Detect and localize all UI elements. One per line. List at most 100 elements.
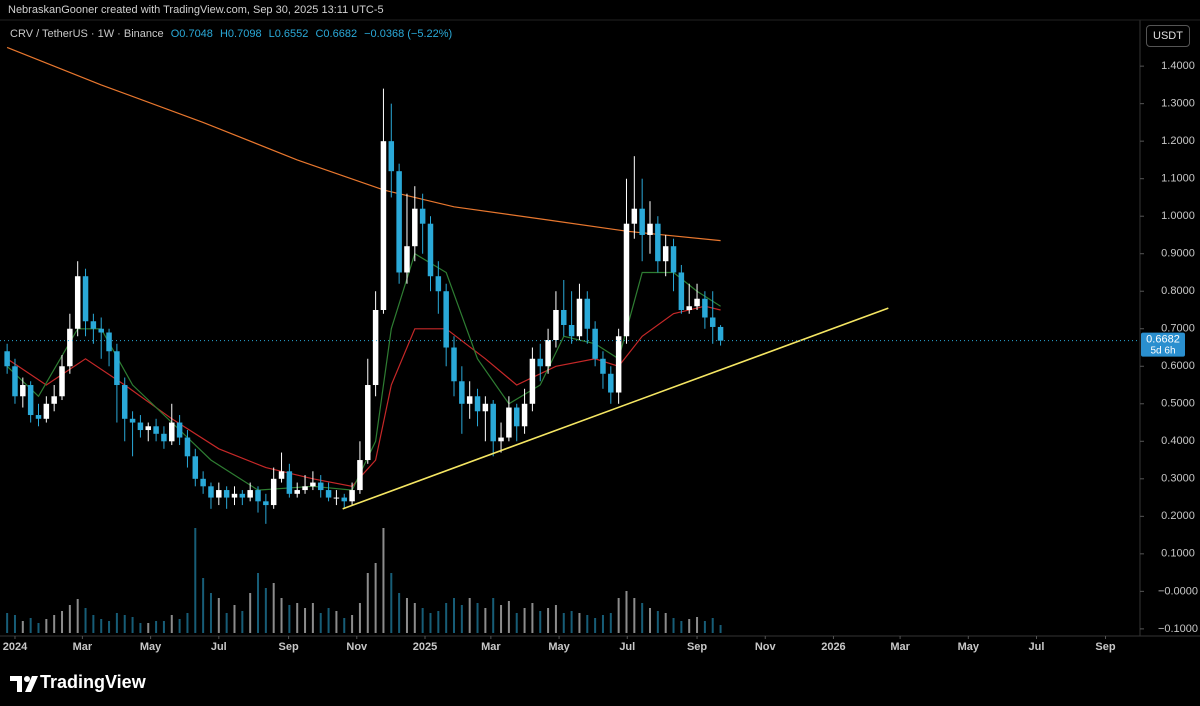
volume-bar: [390, 573, 393, 633]
y-tick-label: 0.2000: [1161, 510, 1195, 522]
candle-body: [419, 208, 426, 224]
candle-body: [20, 385, 26, 397]
candle-body: [357, 460, 363, 491]
brand-logo: [10, 676, 38, 692]
volume-bar: [29, 618, 32, 633]
candle-body: [459, 381, 465, 404]
volume-bar: [249, 593, 252, 633]
candle-body: [153, 426, 159, 434]
candle-body: [59, 366, 65, 397]
volume-bar: [304, 608, 307, 633]
candle-body: [372, 309, 379, 386]
candle-body: [161, 433, 167, 442]
candle-body: [490, 403, 496, 442]
candle-body: [270, 478, 277, 506]
volume-bar: [366, 573, 369, 633]
volume-bar: [13, 615, 16, 633]
candle-body: [576, 298, 583, 337]
volume-bar: [225, 613, 228, 633]
candle-body: [561, 309, 567, 325]
x-tick-label: Jul: [1029, 641, 1045, 653]
candle-body: [98, 328, 104, 333]
candle-body: [294, 490, 300, 494]
candle-body: [208, 486, 214, 498]
volume-bar: [217, 598, 220, 633]
candle-body: [678, 272, 685, 310]
volume-bar: [209, 593, 212, 633]
volume-bar: [453, 598, 456, 633]
credit: NebraskanGooner created with TradingView…: [8, 4, 384, 16]
candle-body: [302, 486, 308, 491]
y-tick-label: 0.7000: [1161, 323, 1195, 335]
candle-body: [513, 407, 520, 427]
candle-body: [623, 223, 630, 337]
y-tick-label: 1.3000: [1161, 98, 1195, 110]
x-tick-label: Nov: [755, 641, 777, 653]
candle-body: [121, 385, 128, 419]
volume-bar: [641, 603, 644, 633]
volume-bar: [688, 619, 691, 633]
volume-bar: [625, 591, 628, 633]
candle-body: [114, 351, 120, 386]
candle-body: [694, 298, 700, 307]
volume-bar: [374, 563, 377, 633]
volume-bar: [594, 618, 597, 633]
candle-body: [709, 317, 716, 327]
candle-body: [255, 490, 261, 502]
candle-body: [388, 141, 395, 172]
x-tick-label: 2024: [3, 641, 28, 653]
candle-body: [404, 246, 410, 273]
candle-body: [35, 415, 42, 419]
volume-bar: [586, 615, 589, 633]
candle-body: [74, 276, 81, 329]
candle-body: [443, 291, 449, 348]
currency-button[interactable]: USDT: [1146, 25, 1190, 47]
candle-body: [27, 385, 34, 416]
volume-bar: [547, 608, 550, 633]
volume-bar: [484, 608, 487, 633]
candle-body: [12, 366, 18, 397]
candle-body: [90, 321, 97, 329]
candle-body: [333, 497, 340, 499]
y-tick-label: −0.1000: [1158, 623, 1198, 635]
volume-bar: [539, 611, 542, 633]
y-tick-label: 1.1000: [1161, 173, 1195, 185]
volume-bar: [170, 615, 173, 633]
candle-body: [43, 403, 50, 419]
candle-body: [137, 422, 144, 431]
candle-body: [529, 358, 536, 404]
candle-body: [67, 328, 73, 367]
countdown-label: 5d 6h: [1150, 345, 1175, 356]
volume-bar: [413, 603, 416, 633]
candle-body: [506, 407, 512, 438]
y-tick-label: 0.6000: [1161, 360, 1195, 372]
candle-body: [537, 358, 543, 367]
volume-bar: [202, 578, 205, 633]
volume-bar: [719, 625, 722, 633]
volume-bar: [500, 605, 503, 633]
x-tick-label: Sep: [1095, 641, 1115, 653]
candle-body: [325, 490, 332, 498]
x-tick-label: Sep: [278, 641, 298, 653]
candle-body: [521, 403, 528, 427]
chart: 1.4000 1.3000 1.2000 1.1000 1.0000 0.9000 0.80…: [0, 19, 1200, 653]
volume-bar: [108, 621, 111, 633]
candle-body: [686, 306, 692, 310]
candle-body: [584, 298, 591, 329]
volume-bar: [633, 598, 636, 633]
candle-body: [106, 332, 112, 352]
candle-body: [639, 208, 645, 235]
volume-bar: [21, 621, 24, 633]
volume-bar: [468, 598, 471, 633]
candle-body: [380, 141, 387, 310]
candle-body: [286, 471, 293, 494]
volume-bar: [578, 613, 581, 633]
candle-body: [223, 490, 230, 498]
volume-bar: [476, 603, 479, 633]
volume-bar: [617, 598, 620, 633]
volume-bar: [123, 615, 126, 633]
volume-bar: [257, 573, 260, 633]
high: H0.7098: [219, 28, 262, 40]
open: O0.7048: [170, 28, 213, 40]
volume-bar: [272, 583, 275, 633]
